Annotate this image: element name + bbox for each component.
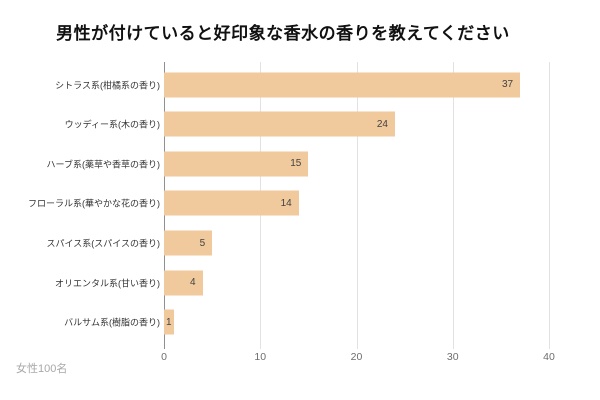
gridline [549,62,550,345]
bar: 37 [164,72,521,98]
bar: 5 [164,230,213,256]
value-label: 24 [376,118,388,130]
value-label: 37 [502,79,514,91]
bar-row: スパイス系(スパイスの香り) 5 [0,223,600,263]
category-label: バルサム系(樹脂の香り) [64,317,160,328]
bar-row: オリエンタル系(甘い香り) 4 [0,263,600,303]
x-axis-labels: 0 10 20 30 40 [0,351,600,367]
bar: 15 [164,151,309,177]
source-note: 女性100名 [16,363,68,375]
bar-row: バルサム系(樹脂の香り) 1 [0,302,600,342]
bar: 1 [164,309,174,335]
x-tick-label: 40 [543,351,555,363]
bar-track: 5 [164,223,549,263]
category-label: ウッディー系(木の香り) [64,119,160,130]
category-label: ハーブ系(薬草や香草の香り) [46,159,160,170]
value-label: 15 [290,158,302,170]
tick-mark [260,345,262,349]
bar-track: 4 [164,263,549,303]
category-label: オリエンタル系(甘い香り) [55,278,160,289]
chart-title: 男性が付けていると好印象な香水の香りを教えてください [56,24,510,43]
bar-track: 15 [164,144,549,184]
tick-mark [549,345,550,349]
x-tick-label: 10 [254,351,267,363]
gridline [356,62,358,345]
category-label: シトラス系(柑橘系の香り) [55,80,160,91]
category-label: フローラル系(華やかな花の香り) [28,198,160,209]
bar-rows: シトラス系(柑橘系の香り) 37 ウッディー系(木の香り) 24 ハーブ系(薬草や香草の… [0,65,600,342]
x-tick-label: 20 [350,351,363,363]
bar-row: シトラス系(柑橘系の香り) 37 [0,65,600,105]
category-label: スパイス系(スパイスの香り) [46,238,160,249]
value-label: 1 [166,316,172,328]
x-tick-label: 0 [161,351,167,363]
tick-mark [356,345,358,349]
bar-track: 37 [164,65,549,105]
value-label: 14 [280,197,292,209]
value-label: 4 [189,277,196,289]
axis-ticks [164,345,550,349]
bar: 14 [164,190,299,216]
bar-row: フローラル系(華やかな花の香り) 14 [0,184,600,224]
bar: 4 [164,270,203,296]
bar-row: ハーブ系(薬草や香草の香り) 15 [0,144,600,184]
bar-track: 1 [164,302,549,342]
bar-track: 24 [164,105,549,145]
bar-row: ウッディー系(木の香り) 24 [0,105,600,145]
tick-mark [164,345,165,349]
value-label: 5 [199,237,206,249]
x-tick-label: 30 [446,351,459,363]
bar-track: 14 [164,184,549,224]
gridline [452,62,454,345]
bar: 24 [164,111,395,137]
tick-mark [452,345,454,349]
